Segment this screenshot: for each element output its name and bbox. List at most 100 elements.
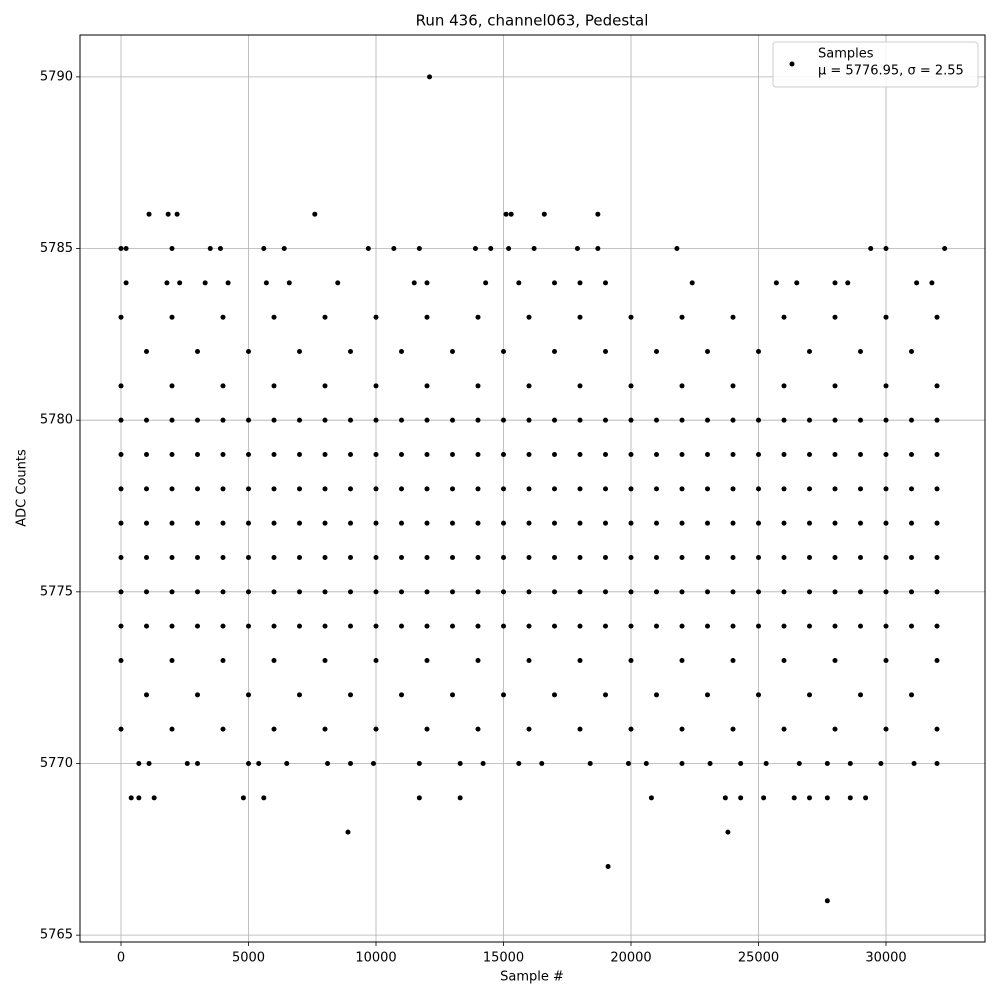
point	[246, 692, 252, 698]
point	[730, 657, 736, 663]
point	[169, 589, 175, 595]
point	[883, 555, 889, 561]
point	[118, 623, 124, 629]
x-tick-label: 30000	[865, 951, 906, 966]
point	[526, 520, 532, 526]
point	[654, 349, 660, 355]
point	[322, 623, 328, 629]
point	[934, 520, 940, 526]
y-tick-label: 5770	[40, 756, 73, 771]
point	[756, 486, 762, 492]
point	[144, 623, 150, 629]
x-tick-label: 10000	[355, 951, 396, 966]
point	[169, 486, 175, 492]
point	[756, 692, 762, 698]
legend-stats: μ = 5776.95, σ = 2.55	[818, 64, 964, 79]
point	[144, 520, 150, 526]
point	[424, 520, 430, 526]
point	[169, 246, 175, 252]
point	[281, 246, 287, 252]
point	[595, 246, 601, 252]
point	[847, 795, 853, 801]
point	[271, 589, 277, 595]
point	[539, 760, 545, 766]
point	[705, 486, 711, 492]
point	[118, 383, 124, 389]
point	[934, 623, 940, 629]
point	[643, 760, 649, 766]
point	[195, 349, 201, 355]
point	[322, 383, 328, 389]
point	[501, 417, 507, 423]
point	[322, 555, 328, 561]
point	[552, 555, 558, 561]
point	[348, 417, 354, 423]
point	[416, 246, 422, 252]
point	[577, 452, 583, 458]
point	[450, 520, 456, 526]
point	[322, 657, 328, 663]
point	[807, 623, 813, 629]
point	[541, 211, 547, 217]
point	[399, 623, 405, 629]
point	[297, 520, 303, 526]
point	[322, 486, 328, 492]
point	[256, 760, 262, 766]
point	[577, 280, 583, 286]
point	[246, 349, 252, 355]
point	[654, 452, 660, 458]
point	[628, 452, 634, 458]
point	[169, 452, 175, 458]
point	[526, 726, 532, 732]
point	[169, 623, 175, 629]
point	[169, 314, 175, 320]
point	[220, 520, 226, 526]
point	[577, 486, 583, 492]
point	[271, 657, 277, 663]
point	[424, 726, 430, 732]
point	[824, 795, 830, 801]
point	[348, 486, 354, 492]
point	[118, 555, 124, 561]
y-tick-label: 5785	[40, 241, 73, 256]
point	[508, 211, 514, 217]
point	[297, 623, 303, 629]
point	[574, 246, 580, 252]
point	[934, 383, 940, 389]
point	[399, 692, 405, 698]
point	[781, 657, 787, 663]
point	[475, 383, 481, 389]
point	[424, 417, 430, 423]
point	[934, 760, 940, 766]
point	[730, 555, 736, 561]
point	[625, 760, 631, 766]
point	[373, 726, 379, 732]
point	[373, 589, 379, 595]
point	[348, 623, 354, 629]
point	[297, 417, 303, 423]
point	[526, 486, 532, 492]
point	[220, 555, 226, 561]
point	[457, 795, 463, 801]
point	[118, 246, 124, 252]
point	[220, 589, 226, 595]
point	[796, 760, 802, 766]
point	[271, 623, 277, 629]
point	[427, 74, 433, 80]
point	[628, 555, 634, 561]
point	[773, 280, 779, 286]
point	[297, 452, 303, 458]
point	[144, 349, 150, 355]
point	[207, 246, 213, 252]
point	[679, 314, 685, 320]
point	[587, 760, 593, 766]
point	[399, 520, 405, 526]
point	[475, 520, 481, 526]
point	[526, 383, 532, 389]
x-axis-label: Sample #	[500, 970, 564, 985]
point	[909, 623, 915, 629]
point	[322, 726, 328, 732]
point	[654, 520, 660, 526]
point	[832, 314, 838, 320]
point	[654, 486, 660, 492]
